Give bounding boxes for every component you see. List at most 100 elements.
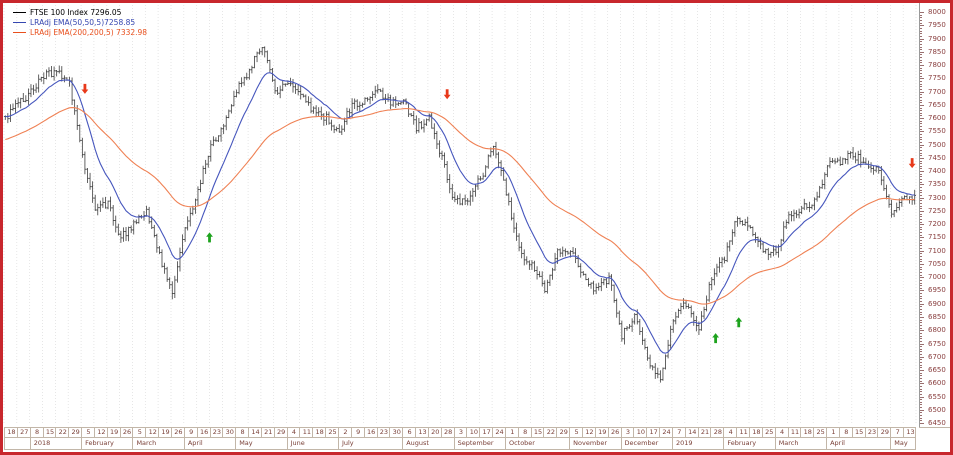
price-axis-tick <box>920 197 924 199</box>
price-axis-label: 7600 <box>928 114 946 123</box>
price-axis-label: 6600 <box>928 379 946 388</box>
month-label-june: June <box>286 438 338 449</box>
price-axis-tick <box>920 340 922 342</box>
price-axis-tick <box>920 163 922 165</box>
month-label-march: March <box>132 438 183 449</box>
price-axis-tick <box>920 346 922 348</box>
price-axis-label: 7450 <box>928 153 946 162</box>
price-axis-tick <box>920 253 922 255</box>
price-axis-tick <box>920 354 922 356</box>
price-axis-tick <box>920 38 924 40</box>
price-axis-tick <box>920 49 922 51</box>
price-axis-tick <box>920 309 922 310</box>
price-axis-label: 7300 <box>928 193 946 202</box>
price-axis-tick <box>920 189 922 191</box>
price-axis-tick <box>920 144 924 146</box>
price-axis-tick <box>920 120 922 122</box>
price-axis-tick <box>920 401 922 403</box>
price-axis-tick <box>920 279 922 281</box>
price-axis-tick <box>920 43 922 45</box>
price-axis-tick <box>920 343 924 345</box>
week-tick-label: 6 <box>402 428 416 437</box>
price-axis-tick <box>920 327 922 329</box>
price-axis-label: 7100 <box>928 246 946 255</box>
week-tick-label: 4 <box>723 428 737 437</box>
price-axis-tick <box>920 356 924 358</box>
week-tick-label: 3 <box>453 428 468 437</box>
price-axis-tick <box>920 99 922 101</box>
sell-signal-arrow-icon <box>443 89 451 100</box>
price-axis-tick <box>920 91 924 93</box>
price-axis-tick <box>920 351 922 353</box>
date-axis-week-row: 18 27 8 15 22 29 5 12 19 26 5 12 19 26 9 16 23 30 8 14 21 29 4… <box>4 427 916 438</box>
price-chart <box>3 5 917 425</box>
week-tick-label: 29 <box>273 428 288 437</box>
price-axis-tick <box>920 232 922 234</box>
price-axis-tick <box>920 423 924 424</box>
week-tick-label: 28 <box>440 428 455 437</box>
price-axis-tick <box>920 330 924 332</box>
price-axis-tick <box>920 420 922 422</box>
price-axis-tick <box>920 173 922 175</box>
week-tick-label: 12 <box>93 428 108 437</box>
price-axis-tick <box>920 115 922 117</box>
price-axis-tick <box>920 322 922 324</box>
week-tick-label: 24 <box>659 428 673 437</box>
price-axis-tick <box>920 370 924 371</box>
price-axis-tick <box>920 141 922 143</box>
price-axis-tick <box>920 118 924 120</box>
price-axis-label: 7150 <box>928 233 946 242</box>
week-tick-label: 14 <box>684 428 699 437</box>
price-axis-tick <box>920 65 924 66</box>
week-tick-label: 18 <box>749 428 763 437</box>
price-axis-tick <box>920 155 922 157</box>
price-axis-label: 7550 <box>928 127 946 136</box>
month-label-april: April <box>183 438 235 449</box>
month-label-august: August <box>402 438 453 449</box>
price-axis-tick <box>920 17 922 19</box>
legend-item-index: FTSE 100 Index 7296.05 <box>13 7 147 17</box>
week-tick-label: 11 <box>787 428 802 437</box>
price-axis-tick <box>920 107 922 109</box>
week-tick-label: 30 <box>389 428 403 437</box>
grid-layer <box>3 5 917 425</box>
ema-slow-line-swatch-icon <box>13 31 26 33</box>
month-label-empty <box>4 438 30 449</box>
price-axis-tick <box>920 377 922 379</box>
ema-fast-line-swatch-icon <box>13 21 26 23</box>
price-axis-tick <box>920 213 922 215</box>
week-tick-label: 25 <box>761 428 776 437</box>
price-axis-tick <box>920 20 922 21</box>
price-axis-tick <box>920 179 922 181</box>
week-tick-label: 9 <box>183 428 198 437</box>
price-axis-label: 7250 <box>928 206 946 215</box>
price-axis-label: 7750 <box>928 74 946 83</box>
month-label-october: October <box>504 438 569 449</box>
chart-legend: FTSE 100 Index 7296.05 LRAdj EMA(50,50,5… <box>13 7 147 37</box>
buy-signal-arrow-icon <box>712 333 720 344</box>
price-axis-tick <box>920 269 922 271</box>
price-axis-tick <box>920 128 922 130</box>
buy-signal-arrow-icon <box>735 317 743 328</box>
price-axis-tick <box>920 221 922 223</box>
price-axis-tick <box>920 187 922 188</box>
price-axis-label: 7350 <box>928 180 946 189</box>
ema-slow-line <box>5 107 915 305</box>
price-axis-label: 6700 <box>928 352 946 361</box>
price-axis-label: 7400 <box>928 167 946 176</box>
price-axis-tick <box>920 301 922 302</box>
price-axis-tick <box>920 282 922 284</box>
price-axis-label: 7850 <box>928 47 946 56</box>
week-tick-label: 30 <box>222 428 236 437</box>
week-tick-label: 23 <box>864 428 879 437</box>
week-tick-label: 15 <box>851 428 866 437</box>
week-tick-label: 17 <box>479 428 493 437</box>
week-tick-label: 1 <box>826 428 840 437</box>
price-axis-tick <box>920 110 922 112</box>
price-axis-tick <box>920 277 924 279</box>
week-tick-label: 19 <box>106 428 121 437</box>
price-axis-tick <box>920 261 922 263</box>
price-axis-label: 7800 <box>928 61 946 69</box>
price-axis-label: 6900 <box>928 299 946 308</box>
week-tick-label: 25 <box>325 428 339 437</box>
